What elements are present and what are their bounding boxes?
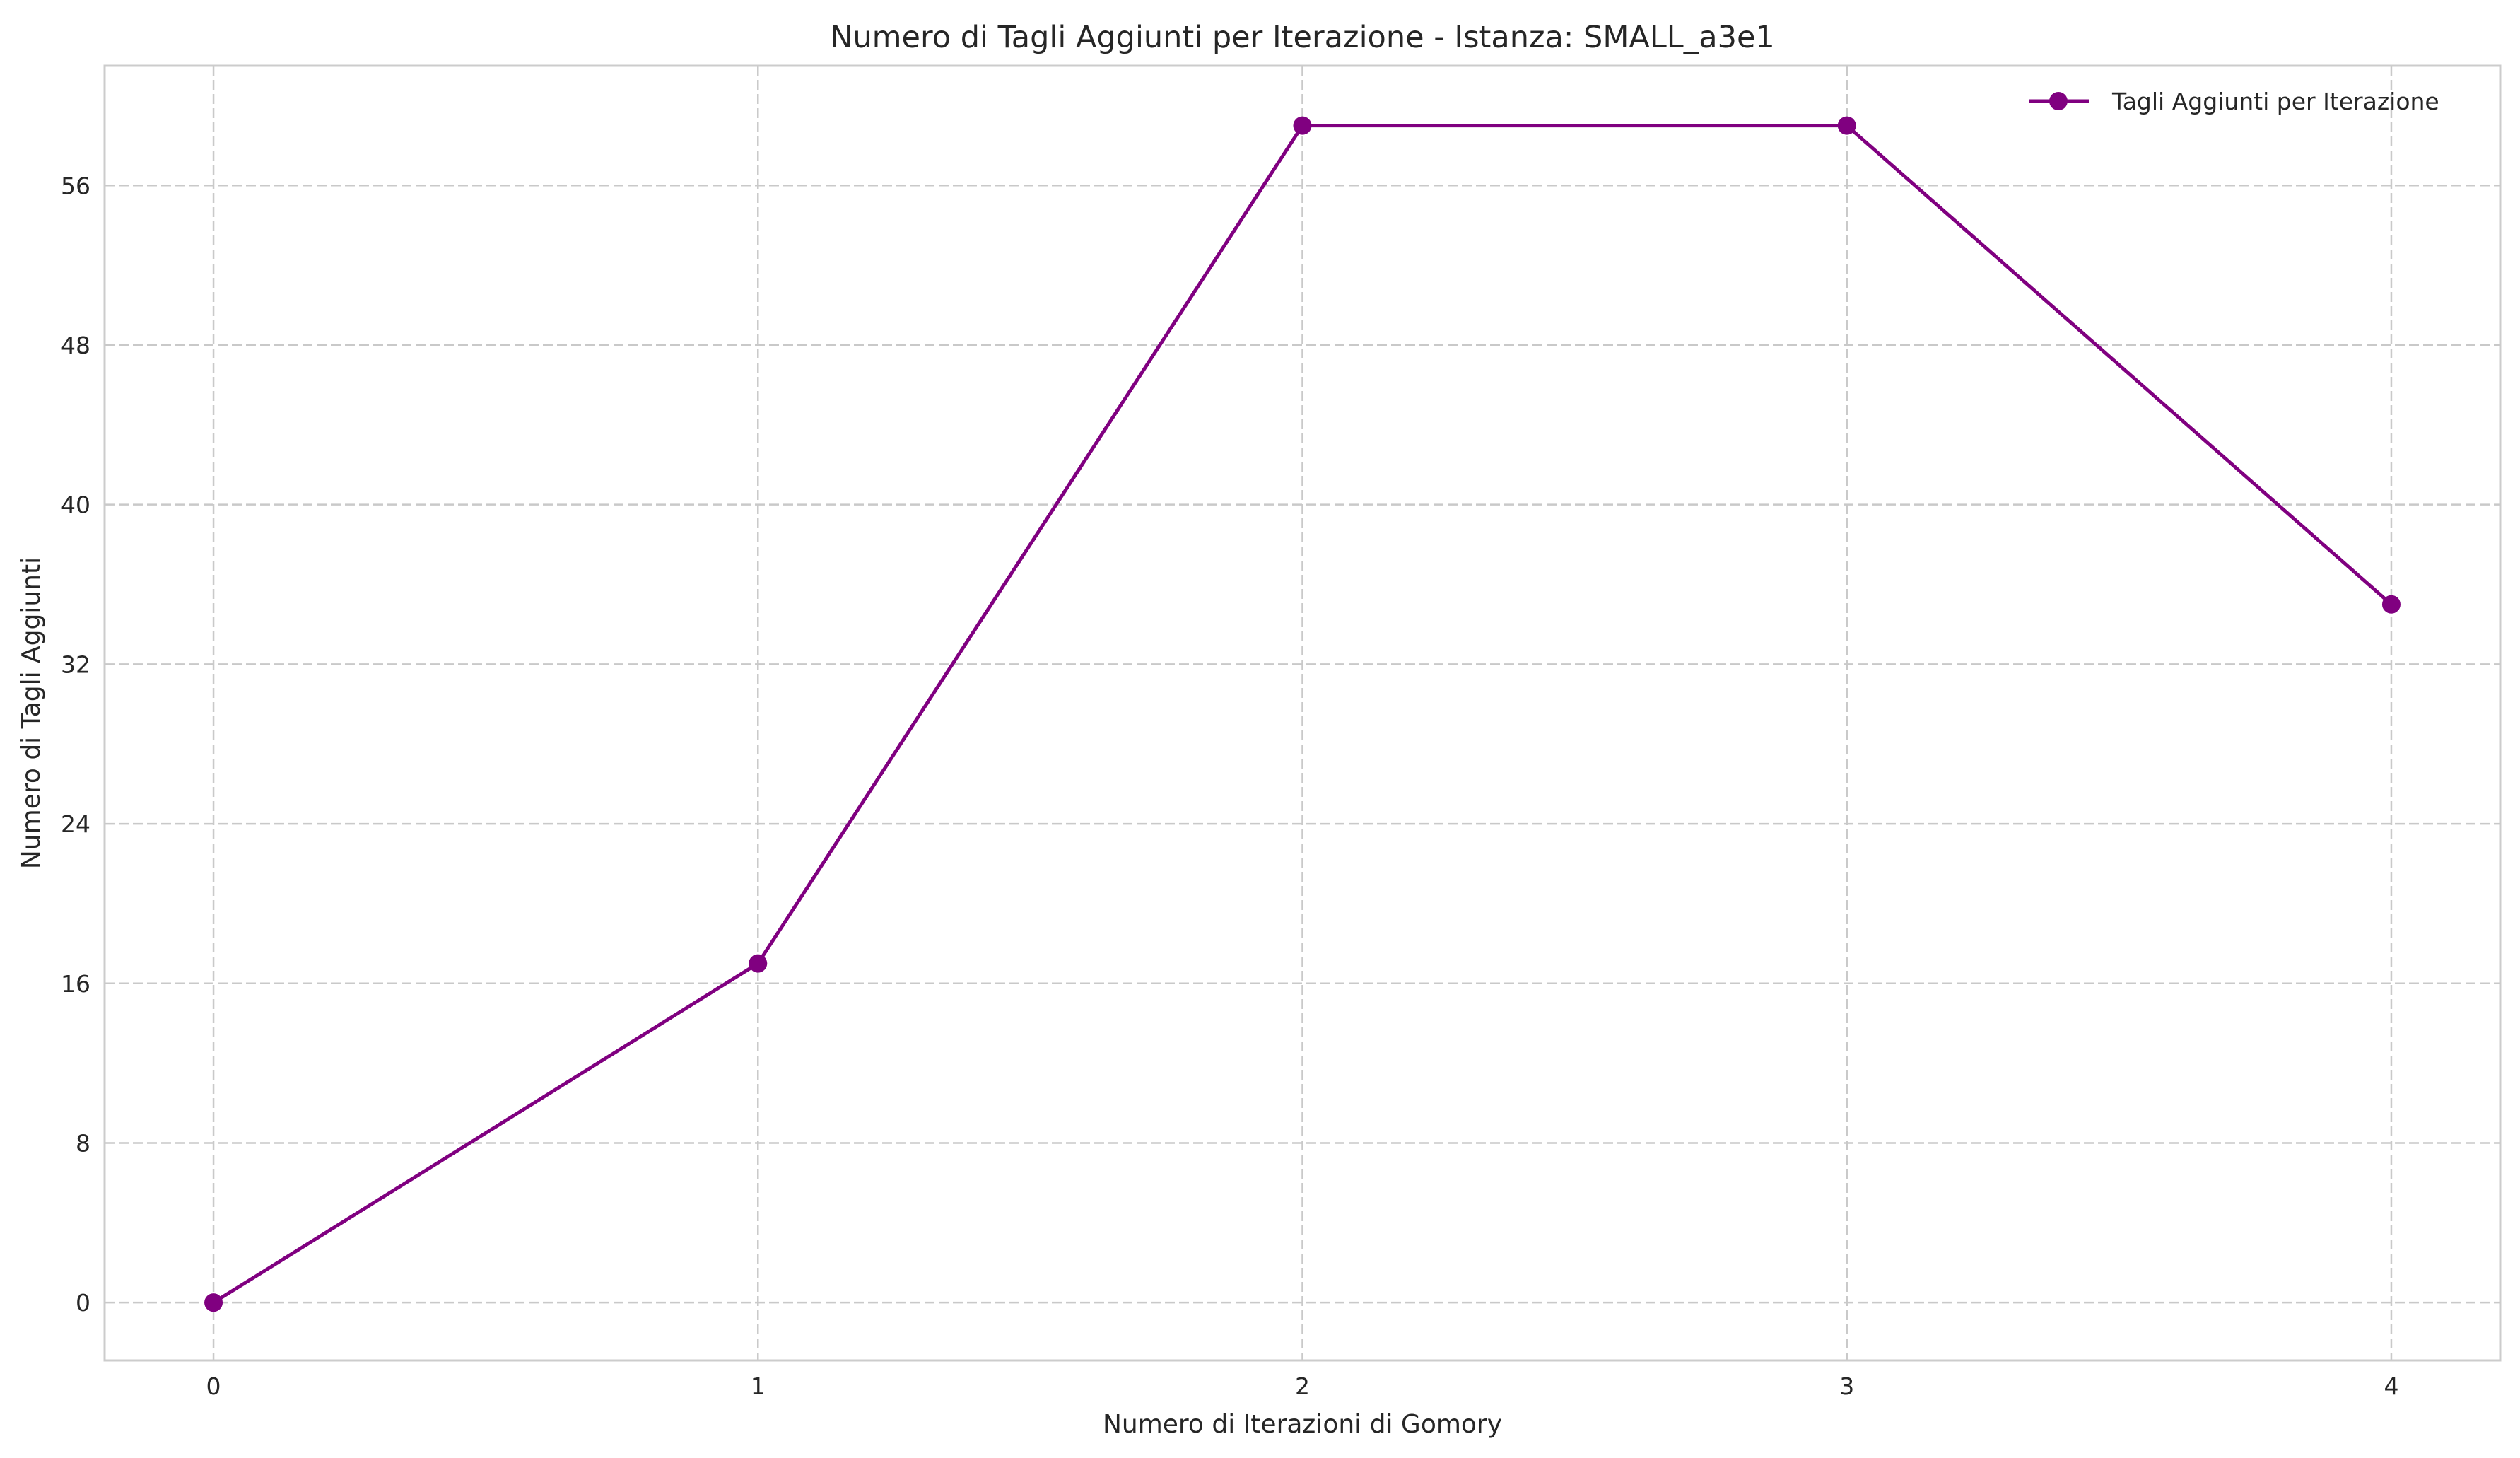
y-tick-label: 16: [61, 970, 90, 998]
data-point: [204, 1293, 223, 1312]
series-line: [212, 124, 2393, 1305]
y-axis-label: Numero di Tagli Aggiunti: [17, 557, 46, 869]
y-tick-label: 56: [61, 172, 90, 199]
x-axis-label: Numero di Iterazioni di Gomory: [1103, 1410, 1502, 1439]
x-tick-label: 0: [206, 1372, 221, 1400]
y-tick-label: 48: [61, 332, 90, 359]
y-tick-label: 24: [61, 810, 90, 838]
data-point: [749, 954, 768, 973]
data-point: [1293, 116, 1312, 135]
x-tick-label: 2: [1295, 1372, 1310, 1400]
x-tick-label: 3: [1839, 1372, 1854, 1400]
data-point: [1837, 116, 1856, 135]
y-tick-label: 8: [76, 1129, 90, 1157]
y-gridlines: [105, 185, 2500, 1304]
x-tick-label: 1: [751, 1372, 766, 1400]
x-tick-label: 4: [2384, 1372, 2398, 1400]
y-tick-label: 0: [76, 1289, 90, 1317]
series-layer: [204, 116, 2401, 1312]
y-tick-label: 40: [61, 491, 90, 519]
legend: Tagli Aggiunti per Iterazione: [2029, 88, 2439, 115]
y-tick-label: 32: [61, 651, 90, 678]
x-gridlines: [212, 66, 2393, 1360]
chart-title: Numero di Tagli Aggiunti per Iterazione …: [830, 20, 1775, 55]
y-axis-tick-labels: 0 8 16 24 32 40 48 56: [61, 172, 90, 1317]
data-point: [2381, 595, 2401, 614]
x-axis-tick-labels: 0 1 2 3 4: [206, 1372, 2399, 1400]
legend-entry-label: Tagli Aggiunti per Iterazione: [2111, 88, 2439, 115]
plot-area-frame: [103, 64, 2502, 1362]
legend-marker-swatch: [2049, 92, 2068, 110]
